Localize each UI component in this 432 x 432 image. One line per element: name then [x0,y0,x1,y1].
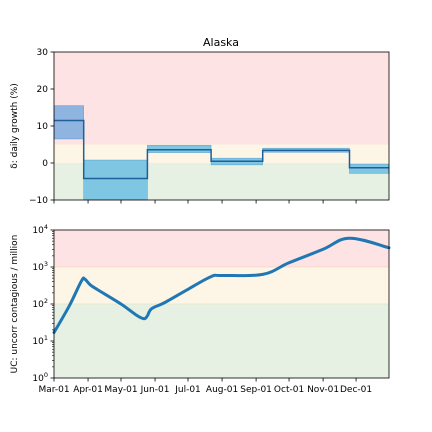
contagious-x-tick-label: Jul-01 [174,385,201,395]
contagious-x-tick-label: Oct-01 [274,385,304,395]
contagious-band-0 [54,230,389,267]
contagious-x-tick-label: Mar-01 [38,385,69,395]
growth-y-axis-label: δ: daily growth (%) [10,83,20,169]
chart-title: Alaska [203,36,239,49]
growth-interval-5 [349,164,389,173]
contagious-x-tick-label: Aug-01 [206,385,238,395]
growth-y-tick-label: −10 [29,196,48,206]
growth-interval-2 [147,145,211,152]
contagious-band-1 [54,267,389,304]
growth-panel: −10 0 10 20 30 Alaska δ: daily growth (%) [10,36,389,206]
growth-y-tick-label: 20 [37,85,49,95]
contagious-x-tick-label: Nov-01 [307,385,339,395]
growth-interval-1 [84,160,148,200]
contagious-x-tick-label: Sep-01 [240,385,272,395]
growth-band-0 [54,52,389,145]
growth-y-tick-label: 0 [42,159,48,169]
contagious-x-tick-label: Jun-01 [140,385,170,395]
growth-y-tick-label: 10 [37,122,49,132]
growth-y-tick-label: 30 [37,48,49,58]
contagious-x-tick-label: May-01 [104,385,137,395]
contagious-x-tick-label: Dec-01 [340,385,372,395]
contagious-bands [54,230,389,378]
contagious-band-2 [54,304,389,378]
growth-interval-0 [54,106,84,139]
contagious-y-axis-label: UC: uncorr contagious / million [10,235,20,374]
contagious-x-tick-label: Apr-01 [73,385,103,395]
